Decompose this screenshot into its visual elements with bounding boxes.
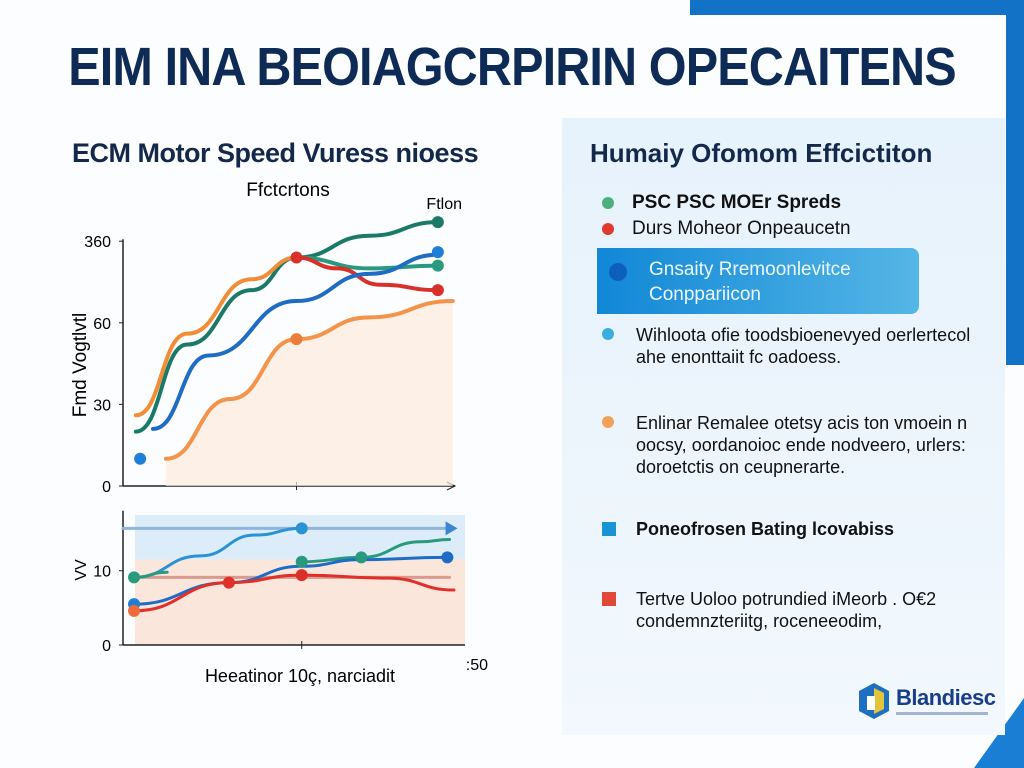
panel-title: Humaiy Ofomom Effcictiton — [590, 138, 933, 168]
series-arrow-icon — [445, 521, 458, 536]
legend-dot-icon — [602, 222, 614, 235]
series-area — [165, 301, 453, 486]
series-line — [133, 255, 299, 418]
data-point — [134, 452, 147, 465]
bullet-square-icon — [602, 522, 616, 536]
y-tick-label: 360 — [84, 234, 111, 251]
bottom-chart: 0 10 — [93, 510, 465, 655]
page-title: EIM INA BEOIAGCRPIRIN OPECAITENS — [68, 37, 956, 97]
band-upper — [135, 515, 465, 560]
data-point — [290, 333, 303, 346]
legend-item: PSC PSC MOEr Spreds — [602, 192, 841, 214]
bullet-dot-icon — [602, 328, 614, 340]
top-chart-subtitle: Ffctcrtons — [246, 180, 329, 201]
top-chart-legend-label: Ftlon — [426, 196, 462, 213]
data-point — [222, 576, 235, 589]
logo-hexagon-icon — [859, 683, 889, 719]
top-chart-ylabel: Fmd Vogtlvtl — [70, 313, 91, 418]
data-point — [355, 551, 368, 564]
data-point — [431, 246, 444, 259]
info-text: Tertve Uoloo potrundied iMeorb . O€2 con… — [636, 589, 937, 631]
data-point — [295, 522, 308, 535]
top-accent-bar — [690, 0, 1024, 15]
bottom-chart-xtick-right: :50 — [466, 657, 488, 674]
legend-label: Durs Moheor Onpeaucetn — [632, 218, 851, 239]
y-tick-label: 0 — [102, 479, 111, 496]
series-line — [300, 538, 452, 564]
legend-item: Durs Moheor Onpeaucetn — [602, 218, 851, 240]
data-point — [128, 604, 141, 617]
series-line — [150, 252, 440, 431]
logo-tagline — [896, 712, 988, 715]
info-text: Poneofrosen Bating lcovabiss — [636, 519, 895, 539]
bottom-chart-ylabel: VV — [73, 559, 90, 581]
series-line — [132, 526, 304, 579]
bullet-dot-icon — [602, 416, 614, 428]
top-chart: 0 30 60 360 — [84, 216, 457, 496]
highlight-box: Gnsaity Rremoonlevitce Conppariicon — [597, 248, 919, 314]
data-point — [431, 284, 444, 297]
y-tick-label: 0 — [102, 638, 111, 655]
right-accent-bar — [1006, 0, 1024, 365]
data-point — [295, 569, 308, 582]
series-line — [163, 299, 455, 461]
brand-logo: Blandiesc — [858, 682, 998, 722]
y-tick-label: 10 — [93, 564, 111, 581]
legend-dot-icon — [602, 196, 614, 209]
data-point — [295, 555, 308, 568]
highlight-line1: Gnsaity Rremoonlevitce — [649, 259, 851, 280]
bullet-square-icon — [602, 592, 616, 606]
y-tick-label: 30 — [93, 397, 111, 414]
bottom-chart-xlabel: Heeatinor 10ç, narciadit — [205, 666, 395, 686]
series-line — [294, 255, 440, 271]
info-text: Enlinar Remalee otetsy acis ton vmoein n… — [636, 413, 968, 477]
info-panel: Humaiy Ofomom Effcictiton PSC PSC MOEr S… — [562, 118, 1005, 735]
data-point — [128, 571, 141, 584]
charts: 0 30 60 360 0 10 Ffctcrtons Ftlon Fmd Vogtlv… — [70, 180, 488, 686]
data-point — [431, 259, 444, 272]
y-tick-label: 60 — [93, 316, 111, 333]
legend-label: PSC PSC MOEr Spreds — [632, 192, 842, 213]
data-point — [431, 216, 444, 229]
info-text: Wihloota ofie toodsbioenevyed oerlerteco… — [636, 325, 971, 367]
logo-name: Blandiesc — [896, 685, 996, 710]
series-line — [133, 220, 440, 434]
data-point — [441, 551, 454, 564]
chart-section-title: ECM Motor Speed Vuress nioess — [72, 138, 479, 168]
highlight-line2: Conppariicon — [649, 284, 761, 305]
data-point — [290, 251, 303, 264]
highlight-dot-icon — [609, 263, 627, 281]
